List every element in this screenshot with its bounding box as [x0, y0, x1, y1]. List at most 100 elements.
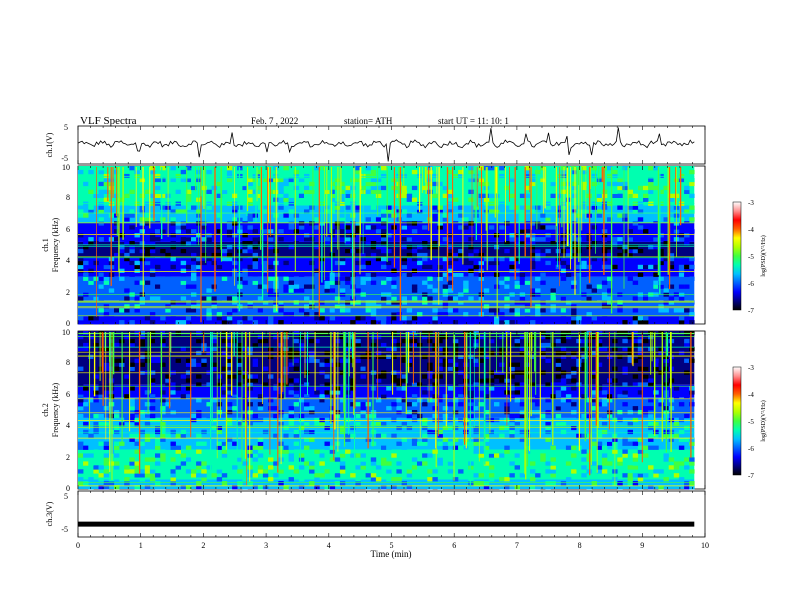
spectrogram-cell [149, 296, 156, 301]
spectrogram-cell [401, 225, 407, 230]
spectrogram-cell [396, 406, 402, 411]
spectrogram-cell [144, 245, 151, 250]
spectrogram-cell [391, 433, 397, 438]
spectrogram-cell [108, 386, 115, 391]
spectrogram-cell [252, 449, 258, 454]
spectrogram-cell [160, 316, 166, 321]
spectrogram-cell [98, 366, 104, 371]
spectrogram-cell [678, 268, 685, 273]
ch2-colorbar-tick-7: -7 [748, 472, 754, 480]
spectrogram-cell [689, 169, 695, 175]
spectrogram-cell [442, 185, 449, 191]
spectrogram-cell [427, 386, 433, 391]
spectrogram-cell [530, 221, 536, 226]
spectrogram-cell [345, 193, 351, 198]
spectrogram-cell [386, 205, 392, 210]
ch1-colorbar-tick-4: -4 [748, 226, 754, 234]
spectrogram-cell [627, 374, 633, 379]
spectrogram-cell [288, 413, 294, 419]
spectrogram-cell [98, 272, 104, 277]
spectrogram-cell [103, 358, 110, 363]
spectrogram-cell [83, 280, 89, 285]
spectrogram-cell [370, 473, 377, 478]
spectrogram-cell [114, 413, 120, 419]
spectrogram-cell [607, 276, 613, 281]
spectrogram-cell [632, 441, 639, 446]
spectrogram-cell [103, 280, 110, 285]
spectrogram-cell [288, 346, 294, 352]
spectrogram-cell [442, 441, 449, 446]
spectrogram-cell [365, 177, 371, 183]
spectrogram-cell [88, 334, 94, 340]
spectrogram-cell [581, 264, 587, 270]
spectrogram-cell [627, 398, 633, 403]
spectrogram-cell [206, 312, 212, 317]
spectrogram-cell [221, 256, 228, 262]
spectrogram-cell [488, 473, 495, 478]
spectrogram-cell [134, 473, 140, 478]
spectrogram-cell [381, 390, 387, 395]
spectrogram-cell [329, 316, 336, 321]
spectrogram-cell [504, 477, 510, 482]
spectrogram-cell [509, 485, 515, 490]
spectrogram-cell [288, 350, 294, 356]
spectrogram-cell [129, 166, 135, 171]
spectrogram-cell [571, 209, 577, 214]
spectrogram-cell [643, 406, 649, 411]
spectrogram-cell [78, 406, 84, 411]
spectrogram-cell [242, 248, 248, 254]
spectrogram-cell [375, 166, 382, 171]
spectrogram-cell [149, 382, 156, 387]
spectrogram-cell [304, 429, 310, 435]
spectrogram-cell [329, 398, 336, 403]
spectrogram-cell [560, 233, 567, 238]
spectrogram-cell [247, 449, 253, 454]
spectrogram-cell [581, 346, 587, 352]
spectrogram-cell [191, 358, 197, 363]
spectrogram-cell [648, 245, 654, 250]
spectrogram-cell [226, 485, 233, 490]
spectrogram-cell [108, 449, 115, 454]
spectrogram-cell [339, 217, 346, 222]
spectrogram-cell [211, 465, 217, 470]
spectrogram-cell [288, 457, 294, 462]
spectrogram-cell [185, 284, 192, 289]
spectrogram-cell [637, 477, 644, 482]
spectrogram-cell [355, 248, 361, 254]
spectrogram-cell [519, 413, 526, 419]
spectrogram-cell [473, 449, 479, 454]
spectrogram-cell [509, 268, 515, 273]
spectrogram-cell [257, 485, 264, 490]
spectrogram-cell [216, 453, 223, 458]
spectrogram-cell [149, 213, 156, 218]
spectrogram-cell [324, 362, 330, 367]
spectrogram-cell [406, 362, 413, 367]
spectrogram-cell [160, 308, 166, 313]
spectrogram-cell [530, 398, 536, 403]
spectrogram-cell [530, 469, 536, 474]
spectrogram-cell [288, 477, 294, 482]
spectrogram-cell [617, 382, 623, 387]
spectrogram-cell [226, 252, 233, 258]
spectrogram-cell [530, 390, 536, 395]
spectrogram-cell [514, 268, 520, 273]
spectrogram-cell [304, 284, 310, 289]
spectrogram-cell [530, 461, 536, 466]
spectrogram-cell [468, 312, 474, 317]
spectrogram-cell [576, 481, 582, 486]
spectrogram-cell [160, 362, 166, 367]
spectrogram-cell [288, 453, 294, 458]
spectrogram-cell [437, 276, 443, 281]
spectrogram-cell [550, 461, 556, 466]
spectrogram-cell [355, 342, 361, 348]
spectrogram-cell [386, 213, 392, 218]
spectrogram-cell [149, 248, 156, 254]
spectrogram-cell [401, 437, 407, 442]
spectrogram-cell [103, 473, 110, 478]
spectrogram-cell [622, 338, 628, 344]
spectrogram-cell [216, 217, 223, 222]
spectrogram-cell [196, 197, 202, 202]
spectrogram-cell [114, 465, 120, 470]
spectrogram-cell [221, 366, 228, 371]
spectrogram-cell [591, 398, 597, 403]
